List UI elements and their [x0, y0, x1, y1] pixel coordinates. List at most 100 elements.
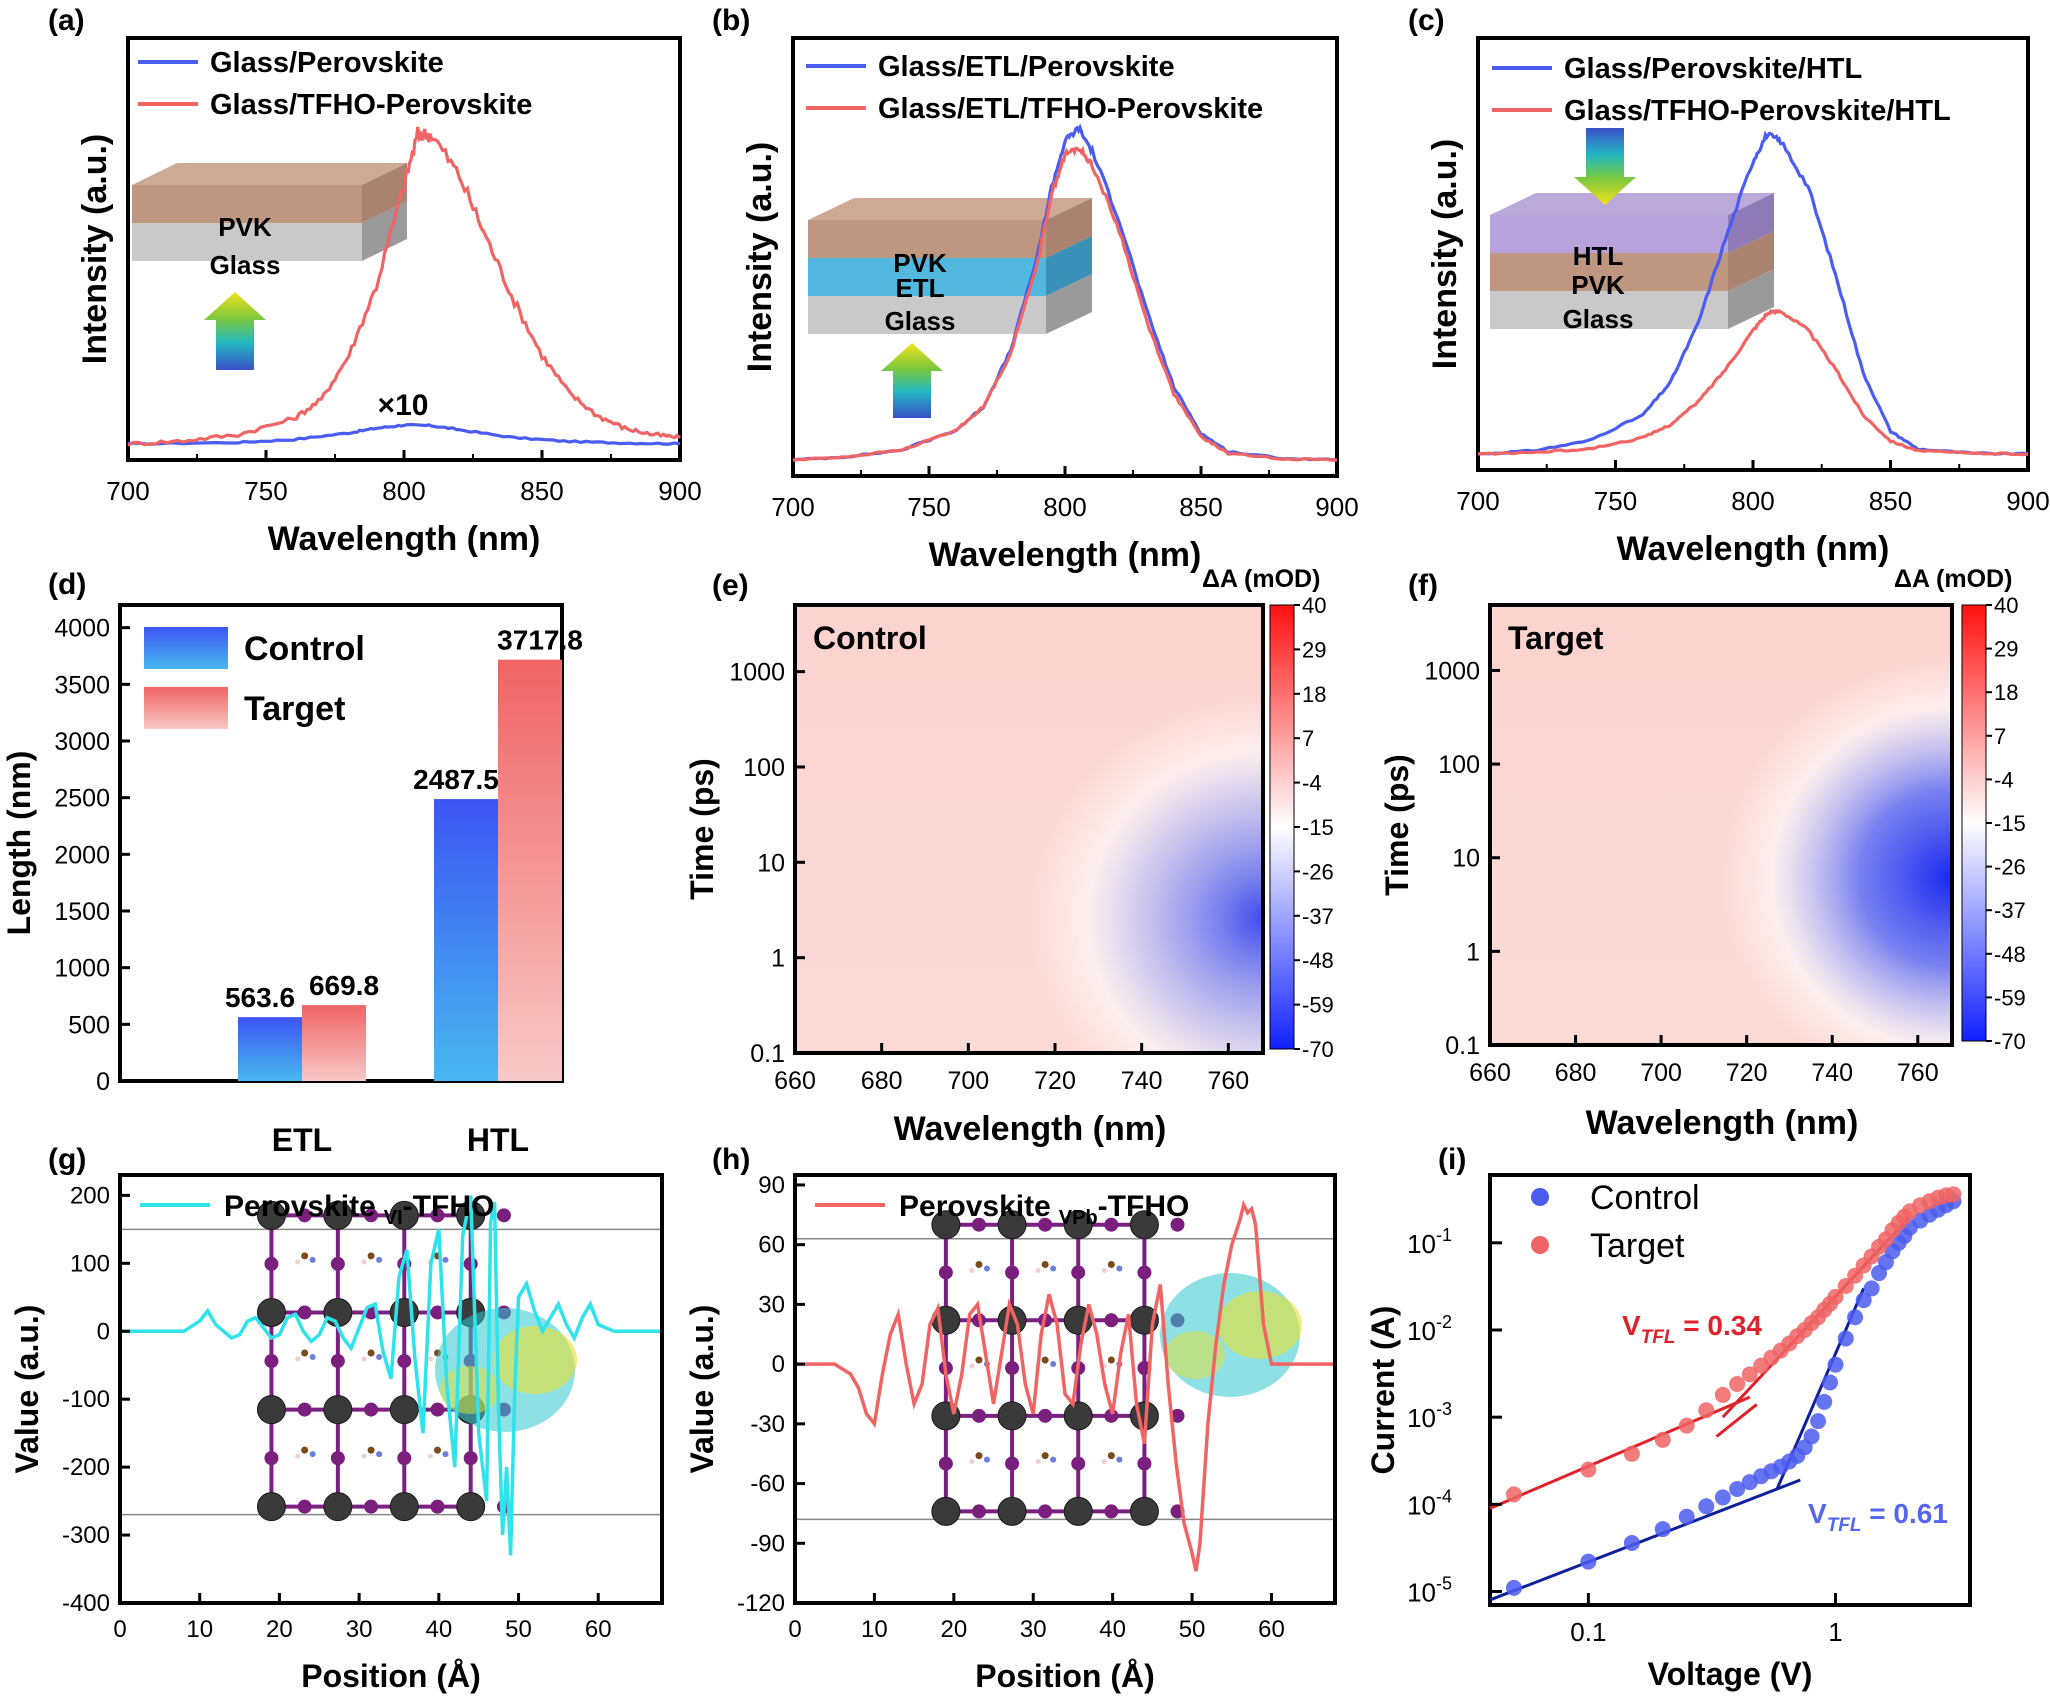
carbon-atom: [1107, 1260, 1115, 1268]
hydrogen-atom: [361, 1356, 367, 1362]
y-tick-label: 0: [96, 1068, 110, 1096]
inset-layer-label: PVK: [1571, 270, 1625, 300]
y-tick-label: 100: [743, 754, 785, 782]
data-point-target: [1741, 1366, 1758, 1383]
y-tick-label: -90: [750, 1530, 785, 1557]
iodine-atom: [397, 1451, 412, 1466]
nitrogen-atom: [309, 1451, 316, 1458]
y-tick-label: -400: [62, 1590, 110, 1617]
lead-atom: [1129, 1210, 1159, 1240]
colorbar-tick-label: -15: [1302, 815, 1334, 840]
hydrogen-atom: [1101, 1459, 1107, 1465]
iodine-atom: [1071, 1456, 1086, 1471]
lead-atom: [323, 1297, 353, 1327]
x-tick-label: 40: [1099, 1616, 1126, 1643]
panel-i: (i) 0.1 1 10-5 10-4 10-3 10-2 10-1 Voltage (V) Cu…: [1365, 1143, 1972, 1692]
nitrogen-atom: [376, 1354, 383, 1361]
hydrogen-atom: [295, 1259, 301, 1265]
x-axis-label: Wavelength (nm): [894, 1110, 1167, 1148]
y-tick-label: -300: [62, 1522, 110, 1549]
y-tick-label: 30: [758, 1291, 785, 1318]
nitrogen-atom: [1050, 1456, 1057, 1463]
nitrogen-atom: [442, 1256, 449, 1263]
panel-label: (i): [1438, 1143, 1466, 1176]
colorbar-tick-label: -26: [1302, 859, 1334, 884]
y-tick-label: -60: [750, 1471, 785, 1498]
nitrogen-atom: [1050, 1361, 1057, 1368]
hydrogen-atom: [361, 1453, 367, 1459]
series-line-0: [795, 1199, 1335, 1572]
lead-atom: [256, 1492, 286, 1522]
colorbar-tick-label: 40: [1302, 593, 1326, 618]
colorbar: [1269, 604, 1295, 1050]
x-tick-label: 10: [186, 1616, 213, 1643]
x-tick-label: 0.1: [1570, 1617, 1606, 1647]
lead-atom: [931, 1496, 961, 1526]
y-tick-exponent: -2: [1436, 1312, 1452, 1332]
y-tick-label: 100: [70, 1250, 110, 1277]
category-label: HTL: [467, 1122, 529, 1158]
x-tick-label: 50: [1179, 1616, 1206, 1643]
y-axis-label: Current (A): [1365, 1306, 1401, 1475]
iodine-atom: [330, 1256, 345, 1271]
y-axis-label: Intensity (a.u.): [76, 134, 114, 364]
x-tick-label: 720: [1726, 1059, 1768, 1087]
iodine-atom: [938, 1456, 953, 1471]
inset-layer-side: [362, 163, 407, 223]
x-tick-label: 680: [861, 1067, 903, 1095]
plot-frame: [1488, 1173, 1972, 1607]
colorbar-tick-label: 29: [1994, 637, 2018, 662]
data-point-target: [1654, 1431, 1671, 1448]
iodine-atom: [1005, 1456, 1020, 1471]
lead-atom: [256, 1395, 286, 1425]
colorbar-tick-label: -26: [1994, 855, 2026, 880]
iodine-atom: [430, 1208, 445, 1223]
panel-label: (a): [48, 4, 85, 37]
hydrogen-atom: [1101, 1267, 1107, 1273]
x-tick-label: 700: [771, 492, 814, 522]
y-tick-label: 10-4: [1407, 1486, 1452, 1520]
legend-subscript: VI: [384, 1207, 403, 1229]
x-tick-label: 50: [505, 1616, 532, 1643]
y-tick-label: 2000: [54, 841, 110, 869]
carbon-atom: [367, 1446, 375, 1454]
carbon-atom: [301, 1252, 309, 1260]
panel-label: (c): [1408, 4, 1445, 37]
nitrogen-atom: [309, 1354, 316, 1361]
arrow-down-icon: [1574, 128, 1636, 205]
inset-layer-front: [808, 296, 1046, 334]
bar-control-1: [434, 799, 498, 1081]
iodine-atom: [330, 1451, 345, 1466]
annotation-prefix: V: [1622, 1310, 1641, 1341]
x-tick-label: 60: [585, 1616, 612, 1643]
colorbar-tick-label: 7: [1994, 724, 2006, 749]
heatmap-bleach-region: [1490, 605, 1952, 1045]
series-line-0: [127, 422, 681, 446]
inset-layer-front: [1490, 253, 1728, 291]
x-tick-label: 740: [1811, 1059, 1853, 1087]
x-tick-label: 850: [520, 476, 563, 506]
data-point-control: [1822, 1374, 1839, 1391]
data-point-target: [1623, 1445, 1640, 1462]
panel-g: (g) 0 10 20 30 40 50 60 200 100 0 -100 -200 -300 -400 P…: [9, 1143, 664, 1694]
x-tick-label: 30: [346, 1616, 373, 1643]
lead-atom: [1129, 1496, 1159, 1526]
legend-label: Target: [1590, 1227, 1685, 1265]
legend-suffix: -TFHO: [403, 1190, 495, 1223]
arrow-up-icon: [204, 292, 266, 370]
inset-layer-front: [132, 223, 362, 261]
y-tick-label: -100: [62, 1386, 110, 1413]
iodine-atom: [430, 1499, 445, 1514]
inset-top-face: [132, 163, 407, 185]
y-axis-label: Intensity (a.u.): [1426, 139, 1464, 369]
y-tick-label: 500: [68, 1011, 110, 1039]
carbon-atom: [1107, 1452, 1115, 1460]
scale-annotation: ×10: [378, 389, 429, 422]
inset-layer-side: [1046, 274, 1092, 334]
lead-atom: [997, 1401, 1027, 1431]
legend-label: Glass/ETL/TFHO-Perovskite: [878, 93, 1263, 125]
inset-layer-label: Glass: [885, 306, 956, 336]
inset-layer-side: [1046, 198, 1092, 258]
arrow-up-icon: [881, 343, 943, 418]
